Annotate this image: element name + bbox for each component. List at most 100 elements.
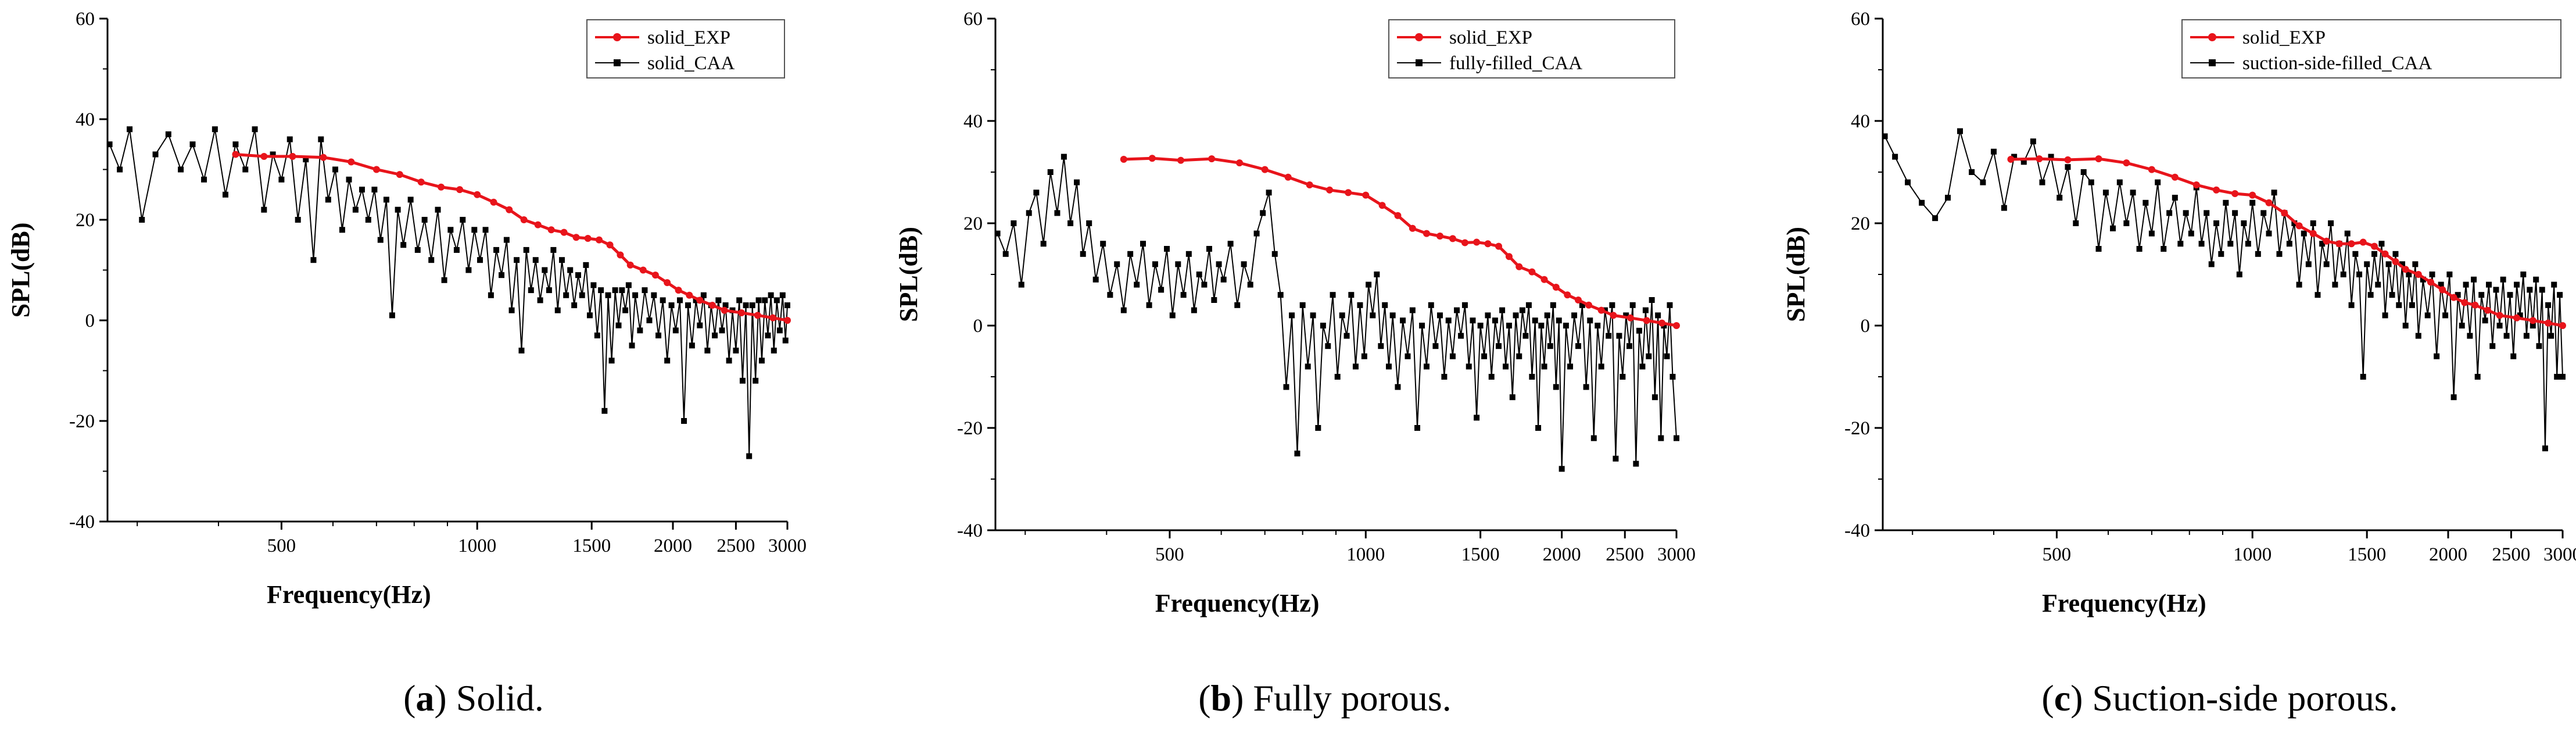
data-point-fully-filled_CAA [1018, 281, 1024, 288]
data-point-fully-filled_CAA [1120, 307, 1127, 313]
data-point-solid_CAA [762, 297, 768, 303]
data-point-suction-side-filled_CAA [2385, 261, 2392, 267]
chart-panel-a: 60 40 20 0 -20 -40 500 1000 1500 2000 2500 3000 Freq… [6, 9, 807, 719]
data-point-solid_CAA [222, 191, 228, 198]
data-point-solid_CAA [642, 287, 648, 294]
y-tick-label: 60 [76, 9, 95, 30]
data-point-solid_CAA [310, 257, 317, 263]
data-point-fully-filled_CAA [1334, 374, 1341, 380]
data-point-suction-side-filled_CAA [2236, 272, 2242, 277]
x-tick-label: 3000 [2543, 544, 2576, 565]
data-point-solid_CAA [586, 312, 593, 319]
data-point-fully-filled_CAA [1651, 394, 1658, 401]
data-point-fully-filled_CAA [1642, 307, 1649, 313]
data-point-suction-side-filled_CAA [2371, 251, 2377, 257]
data-point-solid_CAA [554, 307, 561, 313]
data-point-suction-side-filled_CAA [2406, 272, 2412, 277]
data-point-solid_CAA [697, 322, 703, 328]
legend-swatch-marker [1415, 33, 1423, 41]
data-point-solid_CAA [563, 292, 569, 298]
data-point-solid_CAA [625, 282, 632, 288]
data-point-solid_CAA [726, 358, 732, 364]
data-point-suction-side-filled_CAA [2188, 230, 2194, 237]
data-point-solid_CAA [465, 267, 472, 273]
data-point-solid_CAA [270, 151, 276, 158]
data-point-suction-side-filled_CAA [1905, 179, 1911, 185]
data-point-fully-filled_CAA [1175, 261, 1181, 267]
data-point-solid_CAA [339, 227, 345, 233]
data-point-solid_EXP [2496, 312, 2503, 319]
data-point-suction-side-filled_CAA [2554, 374, 2560, 380]
data-point-fully-filled_CAA [1519, 307, 1525, 313]
data-point-solid_EXP [2064, 156, 2072, 163]
data-point-suction-side-filled_CAA [2155, 179, 2161, 185]
data-point-fully-filled_CAA [1234, 302, 1241, 308]
data-point-fully-filled_CAA [1532, 317, 1538, 324]
data-point-suction-side-filled_CAA [2080, 169, 2087, 175]
data-point-solid_EXP [769, 314, 777, 322]
data-point-solid_CAA [739, 377, 746, 384]
data-point-suction-side-filled_CAA [2204, 210, 2210, 216]
data-point-fully-filled_CAA [1315, 425, 1321, 431]
data-point-solid_CAA [594, 332, 600, 338]
data-point-suction-side-filled_CAA [2266, 230, 2272, 237]
data-point-solid_CAA [629, 342, 635, 349]
data-point-solid_EXP [1208, 155, 1216, 163]
data-point-fully-filled_CAA [1639, 363, 1646, 370]
data-point-suction-side-filled_CAA [2102, 190, 2109, 196]
y-tick-label: 60 [1851, 9, 1870, 30]
data-point-suction-side-filled_CAA [2478, 292, 2485, 298]
data-point-solid_CAA [303, 156, 309, 163]
y-tick-label: 0 [973, 316, 983, 337]
data-point-suction-side-filled_CAA [2482, 317, 2488, 324]
data-point-solid_EXP [474, 191, 481, 198]
data-point-fully-filled_CAA [1289, 312, 1295, 319]
data-point-fully-filled_CAA [1636, 327, 1642, 334]
x-tick-label: 1500 [2348, 544, 2386, 565]
legend-entry-label: solid_EXP [647, 27, 730, 48]
data-point-fully-filled_CAA [1374, 272, 1380, 277]
data-point-solid_EXP [2171, 173, 2179, 181]
data-point-solid_EXP [2402, 266, 2409, 273]
legend-box [2181, 19, 2561, 78]
data-point-solid_EXP [2095, 155, 2102, 163]
data-point-solid_CAA [152, 151, 159, 158]
data-point-solid_EXP [1658, 319, 1666, 327]
data-point-solid_CAA [668, 302, 675, 309]
series-line-fully-filled_CAA [997, 156, 1677, 469]
legend: solid_EXP solid_CAA [586, 19, 785, 78]
panel-caption: (b) Fully porous. [1198, 677, 1452, 719]
data-point-solid_EXP [1473, 238, 1481, 246]
data-point-solid_EXP [2529, 317, 2536, 324]
y-tick-label: 20 [1851, 213, 1870, 234]
data-point-solid_CAA [242, 166, 249, 173]
data-point-fully-filled_CAA [1310, 312, 1316, 319]
data-point-fully-filled_CAA [1553, 384, 1559, 390]
data-point-suction-side-filled_CAA [2344, 230, 2351, 237]
data-point-suction-side-filled_CAA [2301, 230, 2307, 237]
x-tick-label: 2000 [654, 535, 692, 556]
data-point-solid_CAA [482, 227, 489, 233]
data-point-suction-side-filled_CAA [2545, 302, 2552, 308]
data-point-solid_EXP [1528, 268, 1536, 276]
data-point-solid_EXP [1597, 306, 1605, 314]
panel-caption: (c) Suction-side porous. [2041, 677, 2398, 719]
data-point-suction-side-filled_CAA [1945, 195, 1951, 201]
legend-box [586, 19, 785, 78]
legend-swatch-marker [1416, 59, 1423, 66]
data-point-suction-side-filled_CAA [2352, 251, 2359, 257]
data-point-suction-side-filled_CAA [2382, 312, 2388, 319]
data-point-solid_CAA [689, 342, 695, 349]
data-point-fully-filled_CAA [1260, 210, 1266, 216]
data-point-fully-filled_CAA [1499, 307, 1506, 313]
data-point-solid_EXP [2213, 186, 2220, 194]
data-point-solid_EXP [1378, 202, 1386, 209]
x-tick-label: 2000 [2429, 544, 2467, 565]
data-point-solid_EXP [560, 228, 568, 236]
y-tick-label: 20 [76, 210, 95, 231]
data-point-suction-side-filled_CAA [2130, 190, 2136, 196]
data-point-solid_EXP [2265, 199, 2273, 206]
x-tick-label: 3000 [1657, 544, 1696, 565]
data-point-solid_EXP [675, 287, 682, 294]
data-point-suction-side-filled_CAA [2446, 272, 2453, 277]
